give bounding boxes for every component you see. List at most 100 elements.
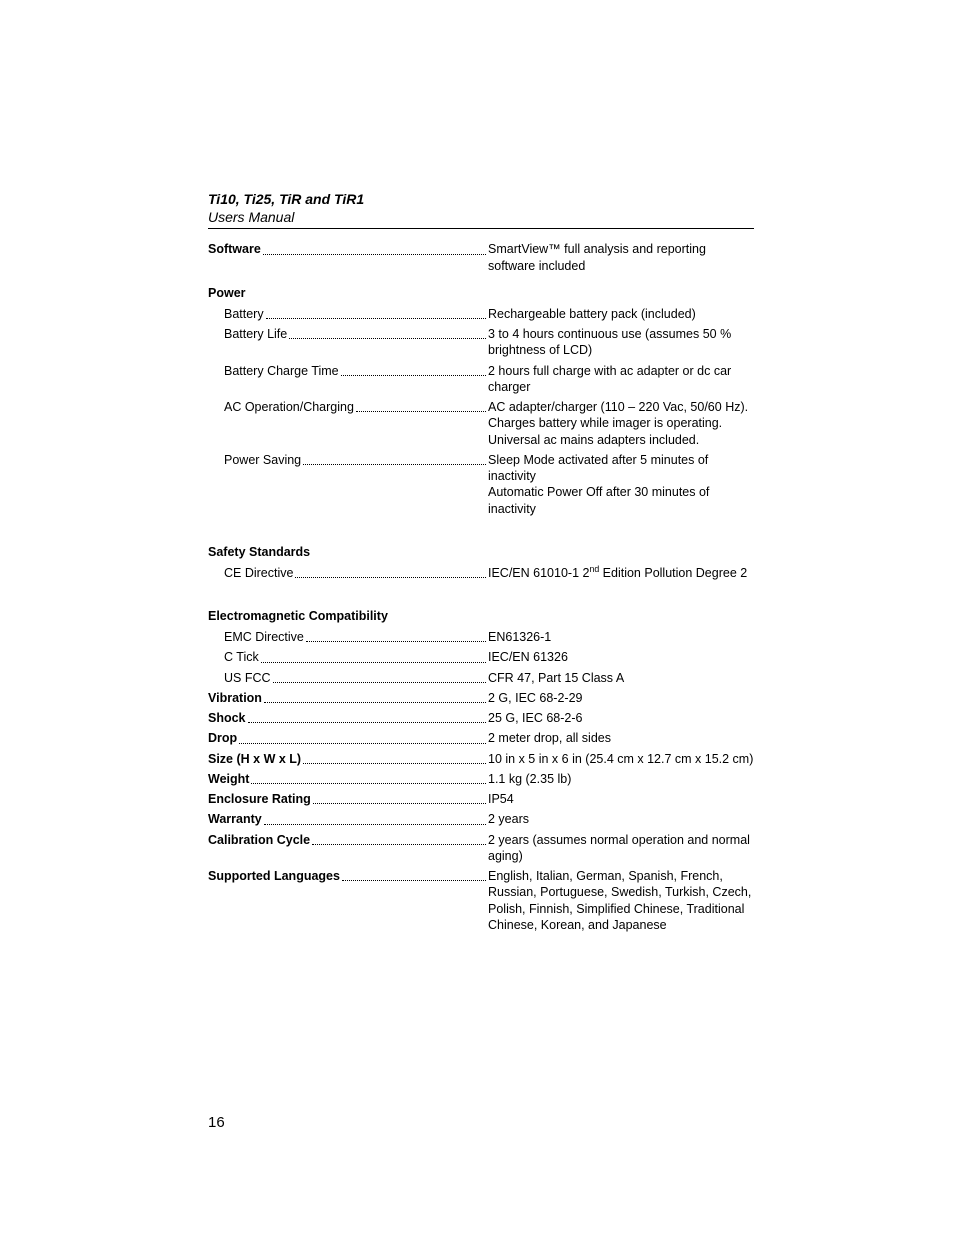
spec-row: Drop 2 meter drop, all sides xyxy=(208,730,754,746)
specs-list: Software SmartView™ full analysis and rep… xyxy=(208,241,754,933)
spec-row: Power Saving Sleep Mode activated after 5… xyxy=(208,452,754,517)
spec-label: CE Directive xyxy=(224,565,293,581)
spec-label-area: Calibration Cycle xyxy=(208,832,488,848)
leader-dots xyxy=(356,399,486,412)
spec-value: Sleep Mode activated after 5 minutes of … xyxy=(488,452,754,517)
spec-label-area: AC Operation/Charging xyxy=(208,399,488,415)
spec-label-area: Enclosure Rating xyxy=(208,791,488,807)
spec-value: English, Italian, German, Spanish, Frenc… xyxy=(488,868,754,933)
spec-value: 3 to 4 hours continuous use (assumes 50 … xyxy=(488,326,754,359)
spec-label: C Tick xyxy=(224,649,259,665)
spec-value: AC adapter/charger (110 – 220 Vac, 50/60… xyxy=(488,399,754,448)
spec-row: Battery Charge Time2 hours full charge w… xyxy=(208,363,754,396)
spec-value: Rechargeable battery pack (included) xyxy=(488,306,754,322)
spec-label: Warranty xyxy=(208,811,262,827)
spec-row: US FCC CFR 47, Part 15 Class A xyxy=(208,670,754,686)
leader-dots xyxy=(303,751,486,764)
section-heading: Safety Standards xyxy=(208,545,754,559)
spec-label: Calibration Cycle xyxy=(208,832,310,848)
leader-dots xyxy=(342,868,486,881)
leader-dots xyxy=(289,326,486,339)
spec-label-area: C Tick xyxy=(208,649,488,665)
spec-label-area: Drop xyxy=(208,730,488,746)
leader-dots xyxy=(341,363,486,376)
section-heading: Electromagnetic Compatibility xyxy=(208,609,754,623)
leader-dots xyxy=(239,730,486,743)
header-subtitle: Users Manual xyxy=(208,208,754,226)
leader-dots xyxy=(263,241,486,254)
spec-row: Shock 25 G, IEC 68-2-6 xyxy=(208,710,754,726)
spec-value: 1.1 kg (2.35 lb) xyxy=(488,771,754,787)
spec-label: Shock xyxy=(208,710,246,726)
spec-row: BatteryRechargeable battery pack (includ… xyxy=(208,306,754,322)
spec-label-area: Supported Languages xyxy=(208,868,488,884)
spec-label-area: EMC Directive xyxy=(208,629,488,645)
spacer xyxy=(208,521,754,533)
spec-value: 2 G, IEC 68-2-29 xyxy=(488,690,754,706)
spec-value: 25 G, IEC 68-2-6 xyxy=(488,710,754,726)
spec-row: Supported Languages English, Italian, Ger… xyxy=(208,868,754,933)
spec-row: Enclosure Rating IP54 xyxy=(208,791,754,807)
spec-label: Enclosure Rating xyxy=(208,791,311,807)
header-rule xyxy=(208,228,754,229)
spec-label-area: Power Saving xyxy=(208,452,488,468)
spec-label-area: Shock xyxy=(208,710,488,726)
spec-label-area: Warranty xyxy=(208,811,488,827)
spec-label-area: US FCC xyxy=(208,670,488,686)
spec-row: Software SmartView™ full analysis and rep… xyxy=(208,241,754,274)
spec-value: IP54 xyxy=(488,791,754,807)
spec-label: Supported Languages xyxy=(208,868,340,884)
manual-page: Ti10, Ti25, TiR and TiR1 Users Manual So… xyxy=(0,0,954,1235)
leader-dots xyxy=(251,771,486,784)
spec-row: C Tick IEC/EN 61326 xyxy=(208,649,754,665)
spec-label-area: Battery Life xyxy=(208,326,488,342)
leader-dots xyxy=(266,306,486,319)
spec-label: Battery Charge Time xyxy=(224,363,339,379)
spec-label: Battery Life xyxy=(224,326,287,342)
spec-row: Battery Life 3 to 4 hours continuous use … xyxy=(208,326,754,359)
spec-row: Weight 1.1 kg (2.35 lb) xyxy=(208,771,754,787)
spec-label: AC Operation/Charging xyxy=(224,399,354,415)
spec-label: Vibration xyxy=(208,690,262,706)
spec-label-area: Vibration xyxy=(208,690,488,706)
spec-row: Vibration 2 G, IEC 68-2-29 xyxy=(208,690,754,706)
spec-label-area: Size (H x W x L) xyxy=(208,751,488,767)
spec-value: IEC/EN 61326 xyxy=(488,649,754,665)
spec-label: Software xyxy=(208,241,261,257)
spec-row: Calibration Cycle 2 years (assumes normal… xyxy=(208,832,754,865)
leader-dots xyxy=(248,710,486,723)
spec-value: 10 in x 5 in x 6 in (25.4 cm x 12.7 cm x… xyxy=(488,751,754,767)
leader-dots xyxy=(306,629,486,642)
spec-value: IEC/EN 61010-1 2nd Edition Pollution Deg… xyxy=(488,565,754,581)
leader-dots xyxy=(312,832,486,845)
spec-label-area: Battery Charge Time xyxy=(208,363,488,379)
leader-dots xyxy=(261,649,486,662)
spec-value: 2 years xyxy=(488,811,754,827)
spec-value: 2 meter drop, all sides xyxy=(488,730,754,746)
spec-label: Power Saving xyxy=(224,452,301,468)
leader-dots xyxy=(264,811,486,824)
leader-dots xyxy=(295,565,486,578)
spec-value: SmartView™ full analysis and reporting s… xyxy=(488,241,754,274)
spec-label: US FCC xyxy=(224,670,271,686)
spec-label: Drop xyxy=(208,730,237,746)
spec-label: Weight xyxy=(208,771,249,787)
spec-value: 2 years (assumes normal operation and no… xyxy=(488,832,754,865)
leader-dots xyxy=(313,791,486,804)
spacer xyxy=(208,585,754,597)
spec-row: Size (H x W x L) 10 in x 5 in x 6 in (25.… xyxy=(208,751,754,767)
spec-label: Size (H x W x L) xyxy=(208,751,301,767)
header-title: Ti10, Ti25, TiR and TiR1 xyxy=(208,190,754,208)
spec-label-area: Battery xyxy=(208,306,488,322)
spec-value: CFR 47, Part 15 Class A xyxy=(488,670,754,686)
spec-label-area: CE Directive xyxy=(208,565,488,581)
spec-label: EMC Directive xyxy=(224,629,304,645)
spec-row: AC Operation/Charging AC adapter/charger … xyxy=(208,399,754,448)
spec-row: EMC DirectiveEN61326-1 xyxy=(208,629,754,645)
leader-dots xyxy=(273,670,486,683)
leader-dots xyxy=(303,452,486,465)
leader-dots xyxy=(264,690,486,703)
section-heading: Power xyxy=(208,286,754,300)
spec-label-area: Weight xyxy=(208,771,488,787)
spec-label-area: Software xyxy=(208,241,488,257)
